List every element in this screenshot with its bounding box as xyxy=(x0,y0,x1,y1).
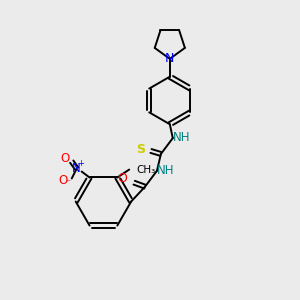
Text: ⁻: ⁻ xyxy=(65,178,70,188)
Text: NH: NH xyxy=(173,130,190,144)
Text: NH: NH xyxy=(157,164,175,177)
Text: N: N xyxy=(165,52,175,65)
Text: O: O xyxy=(117,172,127,185)
Text: N: N xyxy=(72,162,81,175)
Text: O: O xyxy=(58,174,68,187)
Text: CH₃: CH₃ xyxy=(136,165,155,175)
Text: S: S xyxy=(136,142,146,155)
Text: +: + xyxy=(77,159,84,168)
Text: O: O xyxy=(60,152,69,165)
